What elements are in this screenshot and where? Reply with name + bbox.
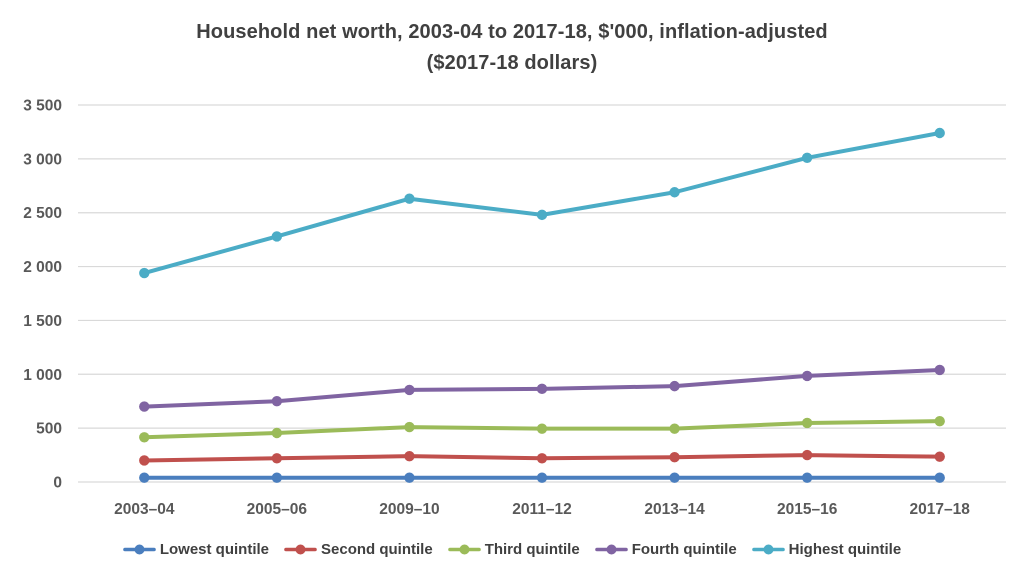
data-point-lowest-quintile-3 (404, 472, 415, 483)
data-point-second-quintile-4 (536, 453, 548, 464)
data-point-highest-quintile-3 (404, 193, 415, 204)
legend-label-lowest-quintile: Lowest quintile (159, 541, 269, 558)
data-point-fourth-quintile-2 (271, 396, 283, 407)
x-tick-label-1: 2003–04 (114, 501, 175, 518)
legend-marker-icon (751, 544, 785, 555)
data-point-third-quintile-3 (404, 421, 415, 433)
data-point-third-quintile-5 (669, 423, 680, 434)
chart-title-line2: ($2017-18 dollars) (426, 52, 598, 74)
data-point-lowest-quintile-2 (271, 472, 283, 483)
legend-item-third-quintile: Third quintile (447, 541, 580, 558)
data-point-third-quintile-6 (801, 417, 813, 429)
data-point-second-quintile-6 (801, 449, 813, 461)
data-point-fourth-quintile-5 (669, 380, 680, 392)
data-point-highest-quintile-7 (934, 127, 945, 139)
x-tick-label-3: 2009–10 (379, 501, 439, 518)
data-point-lowest-quintile-6 (801, 472, 813, 483)
data-point-fourth-quintile-1 (139, 401, 150, 412)
data-point-third-quintile-7 (934, 415, 945, 427)
legend-label-third-quintile: Third quintile (484, 541, 580, 558)
x-tick-label-4: 2011–12 (512, 501, 572, 518)
x-tick-label-5: 2013–14 (644, 501, 705, 518)
data-point-fourth-quintile-7 (934, 364, 945, 376)
chart-title: Household net worth, 2003-04 to 2017-18,… (0, 17, 1024, 79)
data-point-lowest-quintile-4 (536, 472, 548, 483)
x-tick-label-6: 2015–16 (777, 501, 838, 518)
chart-title-line1: Household net worth, 2003-04 to 2017-18,… (196, 21, 828, 43)
legend-dot (295, 544, 306, 555)
data-point-highest-quintile-2 (271, 231, 283, 242)
data-point-fourth-quintile-4 (536, 383, 548, 395)
data-point-second-quintile-1 (139, 455, 150, 466)
data-point-second-quintile-5 (669, 452, 680, 463)
y-tick-label-2500: 2 500 (23, 205, 62, 222)
data-point-second-quintile-2 (271, 453, 283, 464)
y-tick-label-1000: 1 000 (23, 367, 62, 384)
legend-dot (763, 544, 774, 555)
series-line-highest-quintile (142, 131, 942, 276)
legend-marker-icon (284, 544, 317, 555)
legend-dot (459, 544, 470, 555)
data-point-second-quintile-7 (934, 451, 945, 462)
data-point-lowest-quintile-7 (934, 472, 945, 483)
data-point-highest-quintile-6 (801, 152, 813, 163)
legend-item-fourth-quintile: Fourth quintile (594, 541, 737, 558)
data-point-fourth-quintile-6 (801, 370, 813, 382)
legend-label-highest-quintile: Highest quintile (788, 541, 902, 558)
data-point-highest-quintile-5 (669, 187, 680, 198)
data-point-lowest-quintile-1 (139, 472, 150, 483)
legend-marker-icon (447, 544, 481, 555)
y-tick-label-0: 0 (53, 475, 62, 492)
data-point-highest-quintile-1 (139, 267, 150, 279)
legend-item-lowest-quintile: Lowest quintile (123, 541, 269, 558)
chart-legend: Lowest quintile Second quintile Third quin… (0, 541, 1024, 558)
data-point-highest-quintile-4 (536, 209, 548, 221)
data-point-fourth-quintile-3 (404, 384, 415, 396)
legend-label-second-quintile: Second quintile (321, 541, 433, 558)
data-point-lowest-quintile-5 (669, 472, 680, 483)
legend-dot (606, 544, 617, 555)
y-tick-label-3500: 3 500 (23, 98, 62, 115)
x-tick-label-7: 2017–18 (910, 501, 971, 518)
legend-marker-icon (123, 544, 156, 555)
y-tick-label-500: 500 (36, 421, 62, 438)
data-point-third-quintile-4 (536, 423, 548, 434)
legend-item-highest-quintile: Highest quintile (751, 541, 902, 558)
legend-label-fourth-quintile: Fourth quintile (631, 541, 737, 558)
y-tick-label-1500: 1 500 (23, 313, 62, 330)
legend-item-second-quintile: Second quintile (284, 541, 433, 558)
y-tick-label-2000: 2 000 (23, 259, 62, 276)
x-tick-label-2: 2005–06 (247, 501, 308, 518)
data-point-third-quintile-2 (271, 427, 283, 439)
legend-marker-icon (594, 544, 628, 555)
legend-dot (134, 544, 145, 555)
y-tick-label-3000: 3 000 (23, 151, 62, 168)
data-point-third-quintile-1 (139, 432, 150, 443)
data-point-second-quintile-3 (404, 450, 415, 462)
